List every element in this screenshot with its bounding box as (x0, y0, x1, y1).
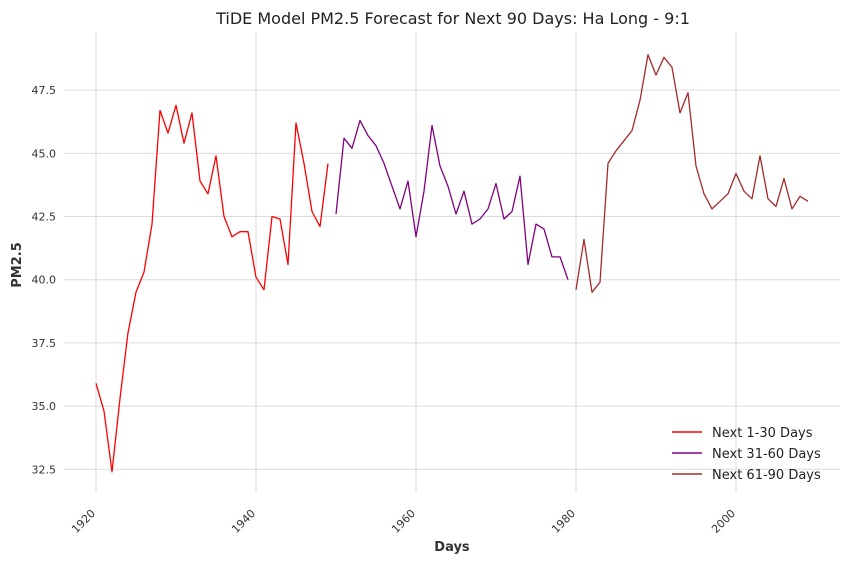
legend-label: Next 31-60 Days (712, 447, 821, 462)
y-tick-label: 42.5 (32, 211, 57, 224)
chart-title: TiDE Model PM2.5 Forecast for Next 90 Da… (215, 9, 690, 28)
x-tick-label: 1960 (389, 507, 418, 536)
y-tick-label: 37.5 (32, 337, 57, 350)
y-tick-label: 35.0 (32, 400, 57, 413)
series-line-3 (575, 54, 809, 293)
legend-label: Next 61-90 Days (712, 468, 821, 483)
legend-label: Next 1-30 Days (712, 426, 813, 441)
x-tick-label: 2000 (709, 507, 738, 536)
y-tick-label: 40.0 (32, 274, 57, 287)
y-tick-label: 32.5 (32, 463, 57, 476)
x-axis-label: Days (434, 540, 470, 555)
x-tick-label: 1920 (69, 507, 98, 536)
x-tick-label: 1940 (229, 507, 258, 536)
y-tick-label: 45.0 (32, 147, 57, 160)
series-line-2 (335, 119, 569, 280)
tick-layer: 1920 1940 1960 1980 2000 32.5 35.0 37.5 40.0 42.5… (32, 84, 739, 536)
legend: Next 1-30 Days Next 31-60 Days Next 61-90 … (672, 426, 821, 483)
series-layer (95, 54, 809, 473)
y-tick-label: 47.5 (32, 84, 57, 97)
y-axis-label: PM2.5 (10, 242, 25, 288)
series-line-1 (95, 104, 329, 473)
x-tick-label: 1980 (549, 507, 578, 536)
grid-layer (64, 32, 840, 492)
